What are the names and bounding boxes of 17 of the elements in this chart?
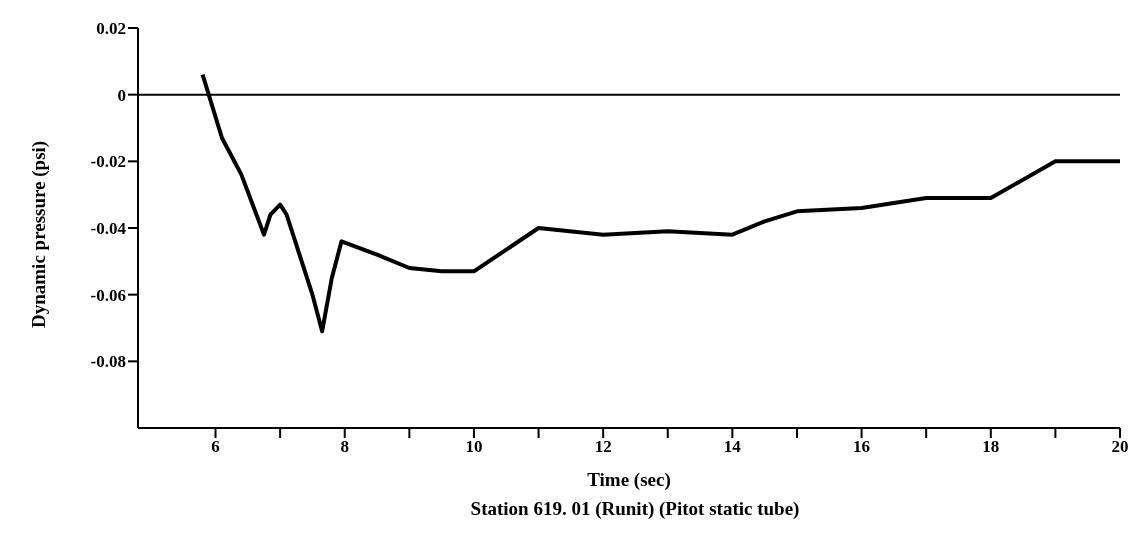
y-tick-label: -0.06	[90, 285, 126, 305]
x-tick-label: 12	[594, 437, 612, 457]
y-tick-label: -0.04	[90, 219, 127, 239]
x-tick-label: 6	[211, 437, 220, 457]
y-tick-label: 0	[117, 85, 126, 105]
x-tick-label: 10	[465, 437, 483, 457]
x-tick-label: 18	[982, 437, 1000, 457]
x-tick-label: 14	[723, 437, 742, 457]
x-tick-label: 16	[853, 437, 871, 457]
x-axis-title: Time (sec)	[587, 469, 671, 491]
text: Station 619. 01 (Runit) (Pitot static tube)	[469, 498, 801, 520]
y-tick-label: -0.02	[90, 152, 126, 172]
y-tick-label: 0.02	[96, 19, 126, 39]
y-tick-label: -0.08	[90, 352, 126, 372]
x-tick-label: 8	[340, 437, 349, 457]
x-tick-label: 20	[1111, 437, 1129, 457]
y-axis-title: Dynamic pressure (psi)	[27, 140, 50, 328]
